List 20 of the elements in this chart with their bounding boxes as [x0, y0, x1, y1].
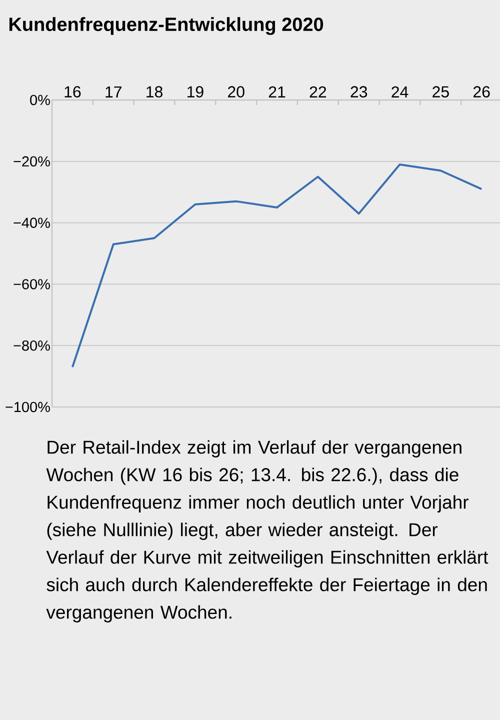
x-tick-label: 20 [228, 86, 245, 98]
text: Der Retail-Index zeigt im Verlauf der vergangenen Wochen (KW 16 bis 26; 13.4. bis 22.6.), dass die Kundenfrequenz immer noch deutlich unter Vorjahr (siehe Nulllinie) liegt, aber wieder ansteigt. Der Verlauf der Kurve mit zeitweiligen Einschnitten erklärt sich auch durch Kalendereffekte der Feiertage in den vergangenen Wochen. [46, 440, 488, 622]
x-tick-label: 21 [269, 86, 286, 98]
x-tick-label: 25 [432, 86, 450, 98]
y-tick-label: −100% [6, 402, 50, 412]
y-tick-label: −20% [14, 156, 50, 167]
x-tick-label: 22 [310, 86, 326, 98]
x-tick-label: 23 [350, 86, 368, 98]
x-tick-label: 24 [392, 86, 408, 98]
x-tick-label: 17 [106, 86, 122, 98]
y-tick-label: −80% [14, 340, 50, 351]
y-tick-label: −60% [14, 279, 50, 290]
line-series [72, 163, 483, 368]
chart-title: Kundenfrequenz-Entwicklung 2020 [10, 17, 324, 35]
x-tick-label: 26 [474, 86, 490, 98]
x-tick-label: 18 [146, 86, 163, 98]
x-tick-label: 16 [64, 86, 81, 98]
y-tick-label: 0% [30, 94, 50, 106]
y-tick-label: −40% [14, 218, 50, 228]
x-tick-label: 19 [188, 86, 204, 98]
